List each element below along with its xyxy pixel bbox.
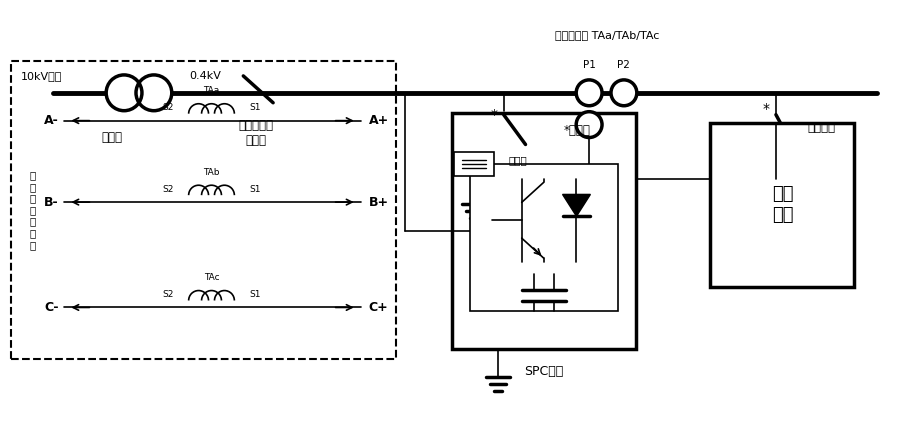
Text: 10kV母线: 10kV母线 (21, 71, 62, 81)
Text: S1: S1 (249, 185, 261, 194)
Circle shape (136, 75, 172, 110)
Text: P1: P1 (582, 60, 596, 70)
Bar (452, 113, 635, 349)
Bar (710, 122, 854, 286)
Text: C+: C+ (368, 301, 388, 314)
Text: A+: A+ (368, 114, 389, 127)
Bar (454, 152, 494, 176)
Text: 0.4kV: 0.4kV (190, 71, 221, 81)
Text: *: * (491, 108, 497, 122)
Text: S1: S1 (249, 103, 261, 112)
Circle shape (611, 80, 637, 106)
Text: 避雷器: 避雷器 (508, 156, 527, 165)
Text: TAc: TAc (203, 273, 220, 282)
Text: 分支开关: 分支开关 (807, 121, 836, 134)
Text: *: * (762, 102, 770, 116)
Text: 跌落式低压
熔断器: 跌落式低压 熔断器 (238, 118, 274, 147)
Bar (470, 164, 618, 312)
Text: S1: S1 (249, 290, 261, 299)
Text: S2: S2 (162, 103, 174, 112)
Text: B-: B- (44, 196, 58, 209)
Text: A-: A- (44, 114, 58, 127)
Text: TAb: TAb (203, 168, 220, 177)
Text: S2: S2 (162, 185, 174, 194)
Text: B+: B+ (368, 196, 389, 209)
Text: TAa: TAa (203, 86, 220, 95)
Text: *断路器: *断路器 (563, 124, 590, 137)
Circle shape (106, 75, 142, 110)
Text: S2: S2 (162, 290, 174, 299)
Circle shape (576, 80, 602, 106)
Polygon shape (562, 194, 590, 216)
Text: 变压器: 变压器 (102, 131, 122, 144)
Text: 负
荷
互
感
器
采
样: 负 荷 互 感 器 采 样 (30, 170, 36, 250)
Circle shape (576, 112, 602, 137)
Text: SPC装置: SPC装置 (525, 365, 563, 377)
Text: 电流互感器 TAa/TAb/TAc: 电流互感器 TAa/TAb/TAc (554, 30, 659, 40)
Text: P2: P2 (617, 60, 630, 70)
Text: C-: C- (44, 301, 58, 314)
Text: 用户
负载: 用户 负载 (771, 185, 793, 224)
Bar (11, 61, 396, 359)
